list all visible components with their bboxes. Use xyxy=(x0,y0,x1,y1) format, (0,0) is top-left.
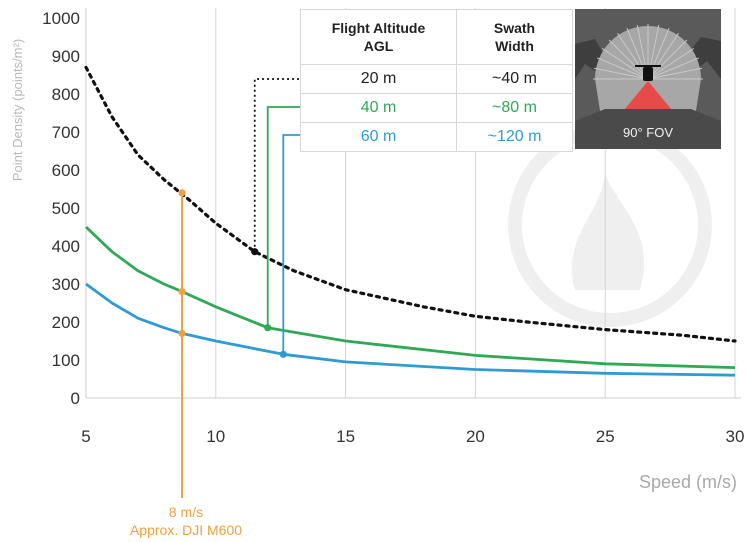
terrain-right xyxy=(687,37,721,79)
x-tick-label: 20 xyxy=(466,427,485,446)
scan-ray xyxy=(601,48,649,80)
scan-ray xyxy=(596,57,649,80)
y-tick-label: 800 xyxy=(52,85,80,104)
header-line: Swath xyxy=(493,20,536,36)
watermark-logo xyxy=(508,123,712,327)
markers xyxy=(178,189,287,358)
y-tick-label: 300 xyxy=(52,275,80,294)
x-tick-label: 25 xyxy=(596,427,615,446)
scan-ray xyxy=(647,39,688,80)
fov-label: 90° FOV xyxy=(623,125,673,140)
altitude-20: 20 m xyxy=(300,64,457,94)
x-axis-label: Speed (m/s) xyxy=(639,472,737,492)
table-row: 20 m ~40 m xyxy=(300,64,573,94)
scan-ray xyxy=(608,39,649,80)
scan-ray xyxy=(647,32,679,80)
leader-line xyxy=(253,78,300,252)
leader-lines xyxy=(181,78,300,498)
y-tick-labels: 0 100 200 300 400 500 600 700 800 900 1000 xyxy=(42,9,80,408)
data-point-marker xyxy=(279,350,287,358)
data-point-marker xyxy=(178,329,186,337)
table-row: 60 m ~120 m xyxy=(300,122,573,152)
annotation-line-2: Approx. DJI M600 xyxy=(130,522,242,538)
x-tick-label: 5 xyxy=(81,427,90,446)
table-row: 40 m ~80 m xyxy=(300,93,573,123)
y-tick-label: 500 xyxy=(52,199,80,218)
data-point-marker xyxy=(264,324,272,332)
altitude-40: 40 m xyxy=(300,93,457,123)
fov-illustration: 90° FOV xyxy=(575,9,721,149)
header-swath: Swath Width xyxy=(456,9,573,65)
scan-ray xyxy=(647,48,695,80)
header-line: Width xyxy=(495,38,534,54)
data-point-marker xyxy=(251,248,259,256)
scan-ray xyxy=(647,67,703,80)
altitude-60: 60 m xyxy=(300,122,457,152)
data-point-marker xyxy=(178,189,186,197)
y-tick-label: 1000 xyxy=(42,9,80,28)
y-tick-label: 200 xyxy=(52,313,80,332)
swath-40: ~80 m xyxy=(456,93,573,123)
y-tick-label: 600 xyxy=(52,161,80,180)
leader-line xyxy=(282,134,300,355)
axes xyxy=(85,8,741,399)
y-tick-label: 700 xyxy=(52,123,80,142)
table-header-row: Flight Altitude AGL Swath Width xyxy=(300,9,573,65)
leader-line xyxy=(266,106,300,328)
x-tick-label: 15 xyxy=(336,427,355,446)
altitude-swath-table: Flight Altitude AGL Swath Width 20 m ~40 m… xyxy=(300,9,573,152)
x-tick-label: 30 xyxy=(726,427,745,446)
scan-ray xyxy=(617,32,649,80)
scan-ray xyxy=(647,57,700,80)
annotation-line-1: 8 m/s xyxy=(169,504,203,520)
y-tick-label: 400 xyxy=(52,237,80,256)
y-tick-label: 900 xyxy=(52,47,80,66)
x-tick-labels: 5 10 15 20 25 30 xyxy=(81,427,744,446)
y-tick-label: 0 xyxy=(71,389,80,408)
header-line: Flight Altitude xyxy=(331,20,426,36)
data-point-marker xyxy=(178,288,186,296)
swath-20: ~40 m xyxy=(456,64,573,94)
swath-60: ~120 m xyxy=(456,122,573,152)
drone-icon xyxy=(643,67,653,81)
y-axis-label: Point Density (points/m²) xyxy=(10,39,25,181)
series-line-40m xyxy=(85,225,736,369)
series-layer xyxy=(84,65,737,377)
scan-ray xyxy=(593,67,649,80)
x-tick-label: 10 xyxy=(206,427,225,446)
header-altitude: Flight Altitude AGL xyxy=(300,9,457,65)
series-line-60m xyxy=(85,282,736,377)
terrain-ground xyxy=(575,109,721,149)
header-line: AGL xyxy=(363,38,394,54)
series-line-20m xyxy=(84,65,737,343)
terrain-left xyxy=(575,39,605,79)
y-tick-label: 100 xyxy=(52,351,80,370)
